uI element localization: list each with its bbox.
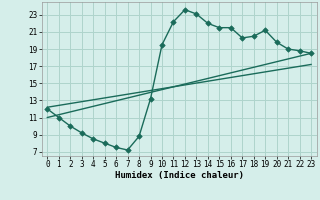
X-axis label: Humidex (Indice chaleur): Humidex (Indice chaleur) xyxy=(115,171,244,180)
